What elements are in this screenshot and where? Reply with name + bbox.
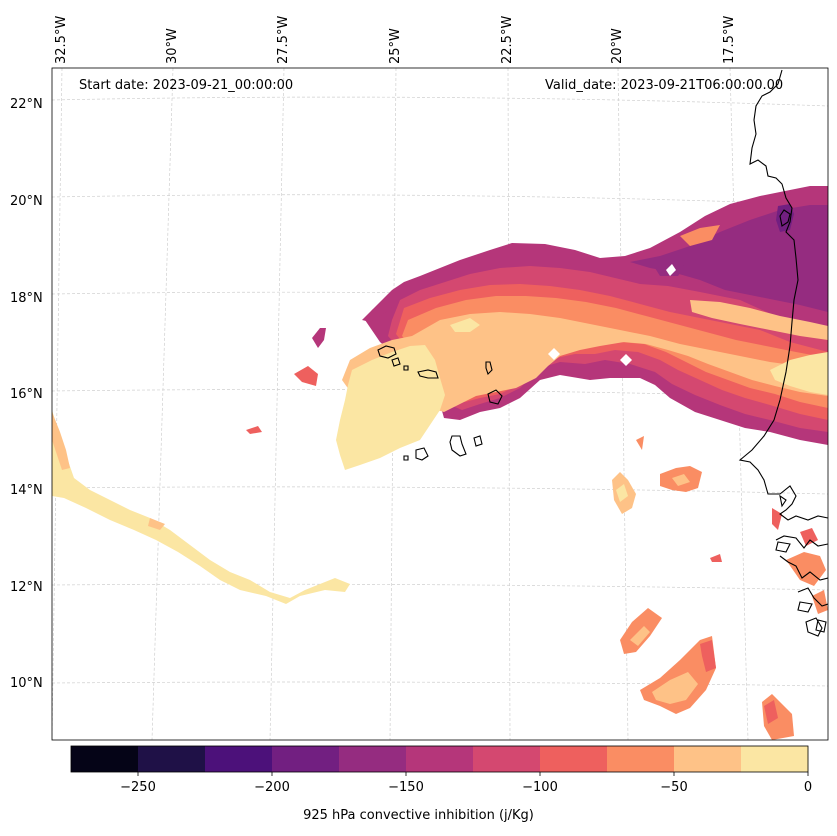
island-sao-nicolau (417, 369, 439, 379)
coast-inlet-2 (779, 494, 787, 508)
island-boa-vista (487, 389, 503, 405)
map-frame (51, 67, 829, 741)
colorbar (70, 745, 809, 776)
colorbar-swatch (406, 746, 474, 772)
colorbar-swatch (71, 746, 139, 772)
contour-band-west-orange-2 (148, 518, 165, 530)
island-santa-luzia (403, 365, 409, 371)
africa-coastline (738, 69, 828, 637)
lat-label-12n: 12°N (10, 580, 43, 595)
colorbar-tick-label: −100 (522, 780, 558, 795)
island-fogo (415, 447, 429, 461)
blob-coast-4 (800, 528, 818, 546)
blob-south-3 (636, 436, 644, 450)
lat-label-22n: 22°N (10, 97, 43, 112)
contour-band-west-orange (52, 412, 70, 470)
cin-field (52, 186, 828, 740)
blob-west-1 (312, 328, 326, 348)
lon-label-32-5w: 32.5°W (54, 15, 69, 64)
contour-band-west-pale (52, 410, 350, 604)
island-santiago (449, 435, 467, 457)
blob-south-4 (710, 554, 722, 562)
contour-spot-purple (776, 204, 794, 232)
island-sal (485, 361, 493, 376)
blob-west-2 (294, 366, 318, 386)
colorbar-swatch (339, 746, 407, 772)
colorbar-swatch (607, 746, 675, 772)
blob-south-1b (616, 484, 628, 502)
hole-2 (548, 348, 560, 360)
contour-band-pale-ne (770, 352, 828, 395)
lat-label-18n: 18°N (10, 291, 43, 306)
blob-south-7b (764, 700, 778, 724)
blob-south-2b (672, 474, 690, 486)
contour-band-pale-east (690, 300, 828, 340)
island-brava (403, 455, 409, 461)
lon-label-25w: 25°W (388, 28, 403, 64)
contour-band-magenta (630, 205, 828, 312)
island-sao-vicente (391, 357, 401, 367)
colorbar-swatch (473, 746, 541, 772)
lon-label-30w: 30°W (165, 28, 180, 64)
colorbar-title: 925 hPa convective inhibition (j/Kg) (303, 808, 534, 823)
colorbar-swatch (205, 746, 273, 772)
valid-date-label: Valid_date: 2023-09-21T06:00:00.00 (545, 78, 784, 93)
blob-south-5b (630, 626, 650, 646)
colorbar-swatch (540, 746, 608, 772)
lon-label-17-5w: 17.5°W (722, 15, 737, 64)
colorbar-swatch (272, 746, 340, 772)
blob-coast-1 (772, 508, 782, 530)
coastlines (377, 69, 828, 637)
colorbar-swatch (674, 746, 742, 772)
lat-label-14n: 14°N (10, 483, 43, 498)
hole-3 (620, 354, 632, 366)
colorbar-tick-label: 0 (803, 780, 813, 795)
colorbar-tick-label: −50 (660, 780, 688, 795)
contour-band-pale-mid (450, 318, 480, 332)
lon-label-20w: 20°W (610, 28, 625, 64)
blob-coast-3 (812, 590, 828, 614)
coast-inlet-5 (815, 619, 827, 633)
colorbar-tick-label: −200 (254, 780, 290, 795)
blob-south-6c (700, 640, 716, 672)
lon-label-27-5w: 27.5°W (276, 15, 291, 64)
colorbar-swatch (741, 746, 809, 772)
lat-label-16n: 16°N (10, 387, 43, 402)
colorbar-tick-label: −250 (120, 780, 156, 795)
contour-band-ne-orange (680, 225, 720, 246)
colorbar-tick-label: −150 (388, 780, 424, 795)
contour-band-light-orange (342, 312, 828, 412)
colorbar-swatch (138, 746, 206, 772)
island-maio (473, 435, 483, 447)
hole-1 (666, 264, 676, 276)
coast-inlet-4 (797, 601, 813, 613)
coast-inlet-1 (779, 209, 791, 227)
lon-label-22-5w: 22.5°W (500, 15, 515, 64)
lat-label-20n: 20°N (10, 194, 43, 209)
blob-west-3 (246, 426, 262, 434)
island-santo-antao (377, 345, 397, 359)
colorbar-frame (70, 745, 809, 773)
contour-band-pale (336, 345, 445, 470)
contour-band-nw-tail (362, 296, 395, 322)
blob-south-6b (652, 672, 698, 704)
lat-label-10n: 10°N (10, 676, 43, 691)
coast-inlet-3 (775, 541, 791, 553)
start-date-label: Start date: 2023-09-21_00:00:00 (79, 78, 294, 93)
